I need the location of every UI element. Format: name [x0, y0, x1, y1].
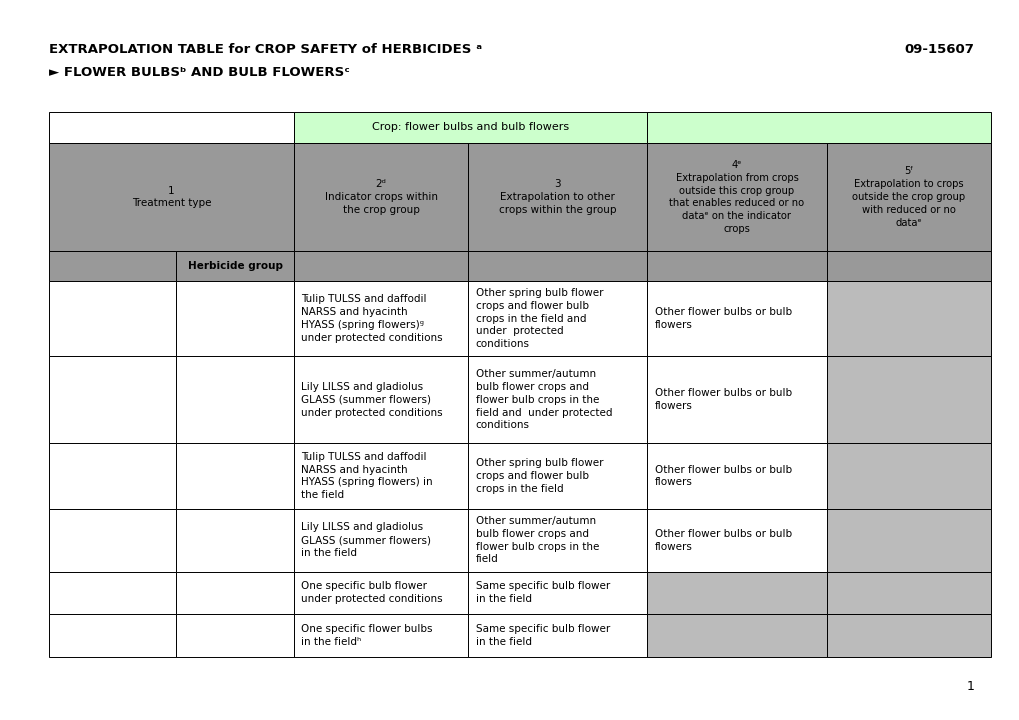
Bar	[176, 444, 293, 509]
Bar	[176, 356, 293, 444]
Text: Other summer/autumn
bulb flower crops and
flower bulb crops in the
field: Other summer/autumn bulb flower crops an…	[475, 516, 598, 564]
Bar	[468, 444, 647, 509]
Bar	[293, 509, 468, 572]
Bar	[825, 572, 990, 614]
Bar	[647, 143, 825, 251]
Bar	[825, 251, 990, 281]
Text: 1: 1	[965, 680, 973, 693]
Bar	[176, 572, 293, 614]
Bar	[647, 614, 825, 657]
Text: Lily LILSS and gladiolus
GLASS (summer flowers)
in the field: Lily LILSS and gladiolus GLASS (summer f…	[301, 523, 431, 558]
Text: Other flower bulbs or bulb
flowers: Other flower bulbs or bulb flowers	[654, 464, 791, 487]
Bar	[647, 356, 825, 444]
Text: Same specific bulb flower
in the field: Same specific bulb flower in the field	[475, 582, 609, 604]
Bar	[468, 143, 647, 251]
Bar	[49, 281, 176, 356]
Text: Other spring bulb flower
crops and flower bulb
crops in the field: Other spring bulb flower crops and flowe…	[475, 458, 602, 494]
Text: One specific bulb flower
under protected conditions: One specific bulb flower under protected…	[301, 582, 442, 604]
Text: EXTRAPOLATION TABLE for CROP SAFETY of HERBICIDES ᵃ: EXTRAPOLATION TABLE for CROP SAFETY of H…	[49, 43, 482, 56]
Text: Other flower bulbs or bulb
flowers: Other flower bulbs or bulb flowers	[654, 388, 791, 411]
Bar	[825, 281, 990, 356]
Bar	[647, 251, 825, 281]
Bar	[293, 112, 647, 143]
Bar	[293, 143, 468, 251]
Bar	[176, 251, 293, 281]
Bar	[49, 509, 176, 572]
Text: Tulip TULSS and daffodil
NARSS and hyacinth
HYASS (spring flowers) in
the field: Tulip TULSS and daffodil NARSS and hyaci…	[301, 452, 432, 500]
Bar	[647, 509, 825, 572]
Text: 09-15607: 09-15607	[903, 43, 973, 56]
Text: 3
Extrapolation to other
crops within the group: 3 Extrapolation to other crops within th…	[498, 179, 616, 215]
Bar	[293, 251, 468, 281]
Bar	[647, 281, 825, 356]
Text: 4ᵉ
Extrapolation from crops
outside this crop group
that enables reduced or no
d: 4ᵉ Extrapolation from crops outside this…	[668, 160, 804, 234]
Text: One specific flower bulbs
in the fieldʰ: One specific flower bulbs in the fieldʰ	[301, 624, 432, 647]
Bar	[468, 356, 647, 444]
Bar	[468, 281, 647, 356]
Bar	[293, 356, 468, 444]
Bar	[293, 444, 468, 509]
Bar	[293, 572, 468, 614]
Text: Other summer/autumn
bulb flower crops and
flower bulb crops in the
field and  un: Other summer/autumn bulb flower crops an…	[475, 369, 611, 431]
Bar	[647, 572, 825, 614]
Bar	[468, 509, 647, 572]
Text: 5ᶠ
Extrapolation to crops
outside the crop group
with reduced or no
dataᵉ: 5ᶠ Extrapolation to crops outside the cr…	[852, 166, 965, 228]
Bar	[49, 112, 293, 143]
Text: Same specific bulb flower
in the field: Same specific bulb flower in the field	[475, 624, 609, 647]
Bar	[49, 614, 176, 657]
Bar	[468, 614, 647, 657]
Text: Other spring bulb flower
crops and flower bulb
crops in the field and
under  pro: Other spring bulb flower crops and flowe…	[475, 288, 602, 349]
Bar	[647, 444, 825, 509]
Text: 1
Treatment type: 1 Treatment type	[131, 186, 211, 208]
Bar	[176, 281, 293, 356]
Bar	[49, 572, 176, 614]
Text: Tulip TULSS and daffodil
NARSS and hyacinth
HYASS (spring flowers)ᵍ
under protec: Tulip TULSS and daffodil NARSS and hyaci…	[301, 294, 442, 343]
Bar	[49, 251, 176, 281]
Bar	[176, 509, 293, 572]
Text: ► FLOWER BULBSᵇ AND BULB FLOWERSᶜ: ► FLOWER BULBSᵇ AND BULB FLOWERSᶜ	[49, 66, 350, 79]
Bar	[49, 143, 293, 251]
Bar	[468, 251, 647, 281]
Bar	[293, 614, 468, 657]
Text: Crop: flower bulbs and bulb flowers: Crop: flower bulbs and bulb flowers	[372, 122, 569, 132]
Bar	[825, 444, 990, 509]
Text: Other flower bulbs or bulb
flowers: Other flower bulbs or bulb flowers	[654, 307, 791, 330]
Text: Herbicide group: Herbicide group	[187, 261, 282, 271]
Bar	[825, 614, 990, 657]
Text: Lily LILSS and gladiolus
GLASS (summer flowers)
under protected conditions: Lily LILSS and gladiolus GLASS (summer f…	[301, 382, 442, 418]
Bar	[293, 281, 468, 356]
Bar	[825, 509, 990, 572]
Bar	[825, 356, 990, 444]
Bar	[647, 112, 990, 143]
Bar	[468, 572, 647, 614]
Text: Other flower bulbs or bulb
flowers: Other flower bulbs or bulb flowers	[654, 528, 791, 552]
Bar	[825, 143, 990, 251]
Bar	[176, 614, 293, 657]
Bar	[49, 444, 176, 509]
Text: 2ᵈ
Indicator crops within
the crop group: 2ᵈ Indicator crops within the crop group	[324, 179, 437, 215]
Bar	[49, 356, 176, 444]
